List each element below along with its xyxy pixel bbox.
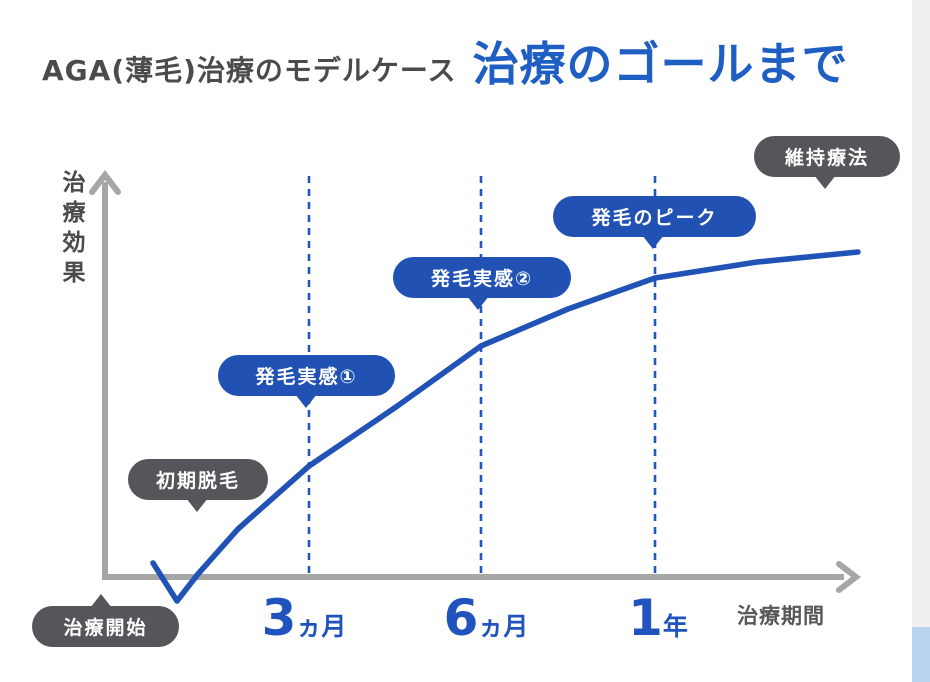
- tick-unit: ヵ月: [296, 612, 347, 641]
- badge-regrowth-felt-2: 発毛実感②: [393, 257, 571, 310]
- page-title: AGA(薄毛)治療のモデルケース 治療のゴールまで: [42, 28, 849, 94]
- badge-regrowth-peak: 発毛のピーク: [553, 196, 756, 249]
- bubble-tail-down-icon: [814, 175, 836, 189]
- tick-value: 1: [628, 589, 663, 647]
- badge-label: 発毛実感②: [430, 268, 534, 290]
- badge-label: 発毛実感①: [255, 366, 358, 388]
- tick-unit: ヵ月: [478, 612, 529, 641]
- y-axis-arrow-icon: [89, 170, 121, 195]
- title-highlight: 治療のゴールまで: [472, 37, 849, 91]
- bubble-tail-down-icon: [186, 498, 208, 512]
- screen-edge-strip-bottom: [912, 627, 930, 682]
- badge-label: 初期脱毛: [155, 470, 240, 492]
- bubble-tail-down-icon: [642, 235, 664, 249]
- badge-label: 発毛のピーク: [591, 207, 718, 229]
- badge-initial-shedding: 初期脱毛: [128, 459, 268, 512]
- x-tick-6months: 6 ヵ月: [444, 593, 529, 643]
- badge-label: 維持療法: [784, 147, 869, 169]
- tick-unit: 年: [662, 612, 688, 641]
- badge-label: 治療開始: [63, 617, 148, 639]
- tick-value: 3: [261, 589, 297, 647]
- x-tick-3months: 3 ヵ月: [262, 593, 347, 643]
- tick-value: 6: [443, 589, 479, 647]
- bubble-tail-down-icon: [295, 394, 317, 408]
- x-axis-label: 治療期間: [737, 604, 825, 628]
- badge-treatment-start: 治療開始: [32, 594, 179, 647]
- screen-edge-strip: [912, 0, 930, 682]
- title-prefix: AGA(薄毛)治療のモデルケース: [42, 54, 457, 87]
- treatment-curve: [150, 249, 861, 604]
- bubble-tail-down-icon: [467, 296, 489, 310]
- bubble-tail-up-icon: [90, 594, 112, 608]
- badge-regrowth-felt-1: 発毛実感①: [218, 355, 395, 408]
- x-axis-arrow-icon: [836, 561, 861, 593]
- y-axis-label: 治療効果: [58, 170, 84, 290]
- badge-maintenance: 維持療法: [754, 136, 900, 189]
